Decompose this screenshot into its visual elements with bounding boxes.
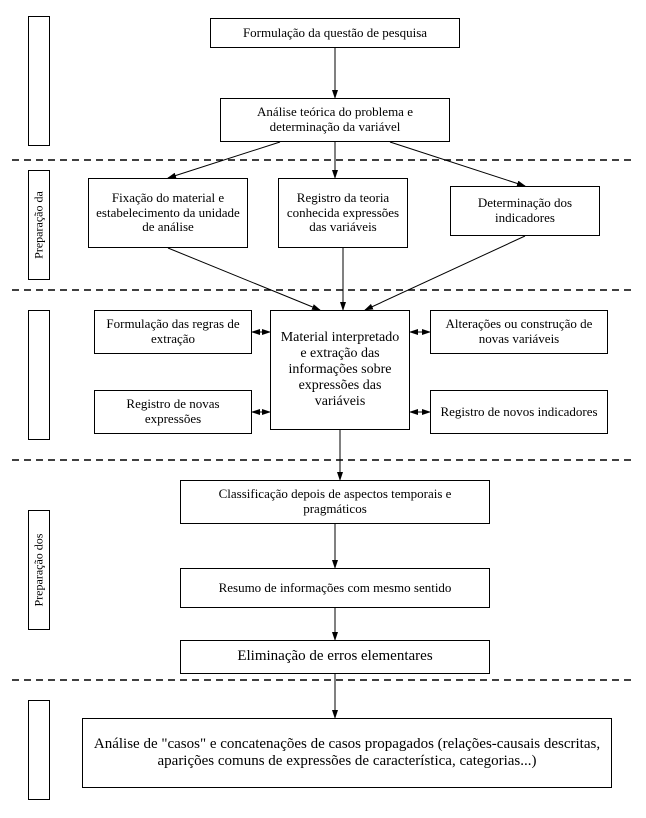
node-formulacao-questao: Formulação da questão de pesquisa bbox=[210, 18, 460, 48]
side-label-prep-da-text: Preparação da bbox=[32, 191, 47, 259]
node-text: Material interpretado e extração das inf… bbox=[277, 330, 403, 410]
node-text: Determinação dos indicadores bbox=[457, 196, 593, 226]
side-label-prep-dos-text: Preparação dos bbox=[32, 534, 47, 607]
node-determinacao-indic: Determinação dos indicadores bbox=[450, 186, 600, 236]
node-text: Análise teórica do problema e determinaç… bbox=[227, 105, 443, 135]
node-eliminacao-erros: Eliminação de erros elementares bbox=[180, 640, 490, 674]
node-text: Fixação do material e estabelecimento da… bbox=[95, 191, 241, 236]
node-text: Alterações ou construção de novas variáv… bbox=[437, 317, 601, 347]
node-text: Formulação da questão de pesquisa bbox=[243, 26, 427, 41]
side-blank-2 bbox=[28, 310, 50, 440]
node-registro-expressoes: Registro de novas expressões bbox=[94, 390, 252, 434]
node-material-interpretado: Material interpretado e extração das inf… bbox=[270, 310, 410, 430]
node-alteracoes-variaveis: Alterações ou construção de novas variáv… bbox=[430, 310, 608, 354]
node-analise-casos: Análise de "casos" e concatenações de ca… bbox=[82, 718, 612, 788]
node-text: Classificação depois de aspectos tempora… bbox=[187, 487, 483, 517]
node-resumo: Resumo de informações com mesmo sentido bbox=[180, 568, 490, 608]
node-text: Resumo de informações com mesmo sentido bbox=[219, 581, 452, 596]
node-analise-teorica: Análise teórica do problema e determinaç… bbox=[220, 98, 450, 142]
node-registro-teoria: Registro da teoria conhecida expressões … bbox=[278, 178, 408, 248]
node-text: Análise de "casos" e concatenações de ca… bbox=[89, 736, 605, 771]
side-blank-3 bbox=[28, 700, 50, 800]
node-text: Formulação das regras de extração bbox=[101, 317, 245, 347]
node-text: Eliminação de erros elementares bbox=[237, 648, 432, 665]
node-text: Registro da teoria conhecida expressões … bbox=[285, 191, 401, 236]
flowchart-canvas: Preparação da Preparação dos Formulação … bbox=[0, 0, 646, 818]
node-registro-indicadores: Registro de novos indicadores bbox=[430, 390, 608, 434]
node-formulacao-regras: Formulação das regras de extração bbox=[94, 310, 252, 354]
node-classificacao: Classificação depois de aspectos tempora… bbox=[180, 480, 490, 524]
node-text: Registro de novos indicadores bbox=[440, 405, 597, 420]
side-blank-1 bbox=[28, 16, 50, 146]
node-text: Registro de novas expressões bbox=[101, 397, 245, 427]
side-label-prep-da: Preparação da bbox=[28, 170, 50, 280]
side-label-prep-dos: Preparação dos bbox=[28, 510, 50, 630]
node-fixacao-material: Fixação do material e estabelecimento da… bbox=[88, 178, 248, 248]
